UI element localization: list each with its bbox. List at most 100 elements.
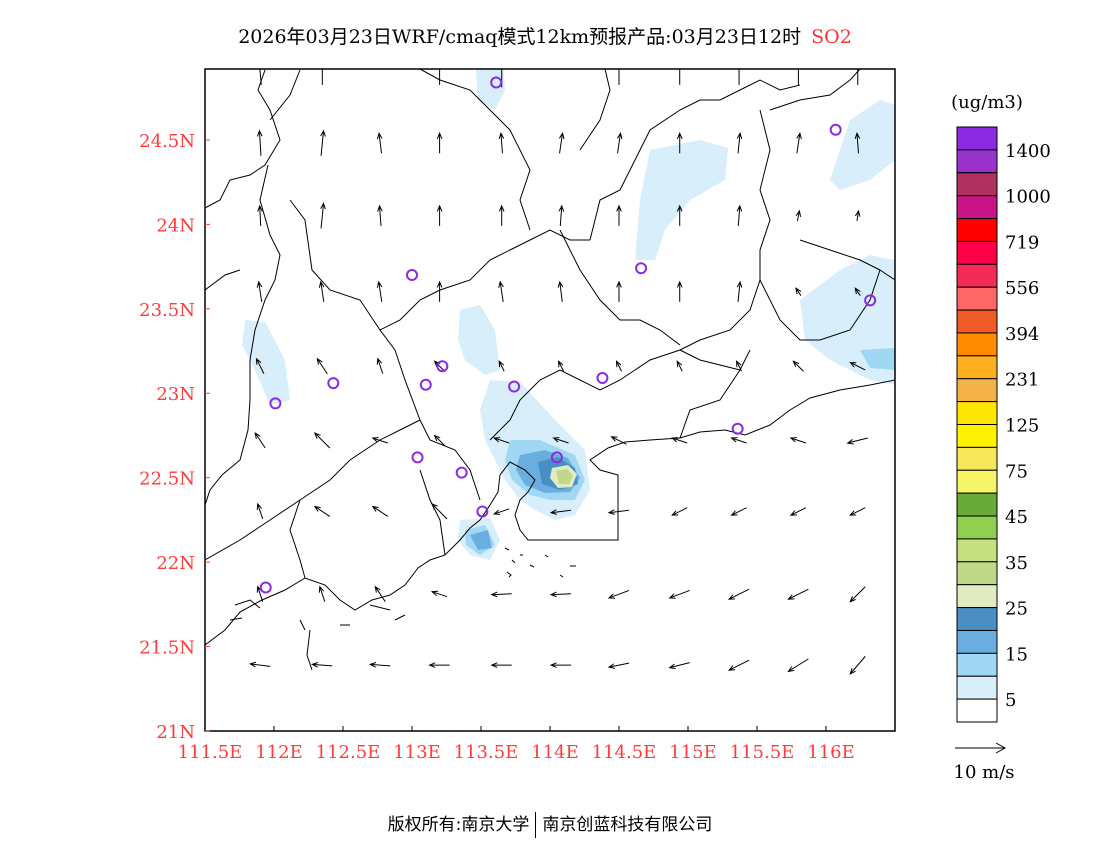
wind-arrow [376, 132, 383, 154]
colorbar-label: 719 [1005, 232, 1039, 253]
wind-arrow [671, 507, 688, 516]
colorbar-swatch [956, 424, 998, 448]
colorbar-swatch [956, 149, 998, 174]
colorbar-swatch [956, 446, 998, 471]
wind-arrow [849, 656, 866, 675]
wind-arrow [846, 437, 868, 445]
footer-divider [535, 812, 537, 838]
wind-arrow [849, 507, 866, 516]
colorbar-label: 1000 [1005, 187, 1051, 208]
colorbar-label: 5 [1005, 690, 1016, 711]
colorbar-swatch [956, 195, 998, 220]
colorbar-swatch [956, 126, 998, 151]
wind-arrow [668, 662, 690, 670]
colorbar-swatch [956, 675, 998, 700]
station-marker [829, 123, 842, 136]
wind-arrow [607, 662, 630, 669]
colorbar-swatch [956, 469, 998, 494]
coastline-and-borders [205, 69, 895, 671]
so2-contour-15 [465, 348, 895, 555]
wind-arrow [371, 505, 389, 517]
wind-arrow [436, 132, 443, 154]
colorbar-swatch [956, 401, 998, 426]
wind-arrow [557, 360, 564, 372]
wind-arrow [787, 658, 809, 673]
wind-arrow [313, 505, 331, 517]
monitoring-stations [259, 76, 877, 594]
wind-arrow [787, 588, 809, 600]
lat-tick-label: 24.5N [139, 131, 195, 152]
concentration-field [242, 69, 895, 560]
lon-tick-label: 113.5E [454, 742, 519, 763]
plot-frame [204, 68, 896, 732]
wind-reference: 10 m/s [954, 742, 1015, 783]
wind-arrow [428, 662, 450, 668]
colorbar-swatch [956, 355, 998, 380]
station-marker [455, 466, 468, 479]
wind-arrow [436, 204, 443, 226]
wind-arrow [736, 204, 743, 226]
wind-arrow [376, 280, 383, 302]
colorbar-swatch [956, 538, 998, 563]
wind-arrow [854, 132, 861, 154]
colorbar-swatch [956, 629, 998, 654]
wind-arrow [857, 69, 859, 85]
wind-arrow [371, 437, 388, 444]
colorbar-swatch [956, 263, 998, 288]
colorbar-label: 75 [1005, 461, 1028, 482]
lat-tick-label: 23.5N [139, 300, 195, 321]
wind-arrow [849, 586, 866, 603]
colorbar-label: 25 [1005, 599, 1028, 620]
wind-arrow [727, 588, 750, 600]
colorbar-swatch [956, 286, 998, 311]
wind-arrow [616, 204, 622, 226]
wind-arrow [492, 437, 510, 444]
wind-arrow [610, 436, 627, 445]
colorbar-label: 125 [1005, 416, 1039, 437]
colorbar-label: 35 [1005, 553, 1028, 574]
station-marker [269, 397, 282, 410]
wind-arrow [676, 132, 683, 154]
wind-arrow [676, 280, 683, 302]
colorbar-swatch [956, 309, 998, 334]
wind-arrow [492, 508, 510, 515]
map-title: 2026年03月23日WRF/cmaq模式12km预报产品:03月23日12时 S… [0, 22, 1090, 49]
station-marker [259, 581, 272, 594]
wind-arrow [730, 437, 747, 444]
colorbar-swatch [956, 607, 998, 631]
islands [229, 547, 576, 671]
colorbar-label: 45 [1005, 507, 1028, 528]
station-marker [550, 451, 563, 464]
colorbar-label: 1400 [1005, 141, 1051, 162]
title-species: SO2 [811, 26, 852, 48]
wind-arrow [552, 437, 569, 444]
wind-arrow [730, 507, 747, 516]
station-marker [731, 422, 744, 435]
wind-arrow [557, 280, 564, 302]
wind-arrow [676, 360, 683, 372]
so2-contour-55 [556, 469, 573, 484]
colorbar-swatch [956, 561, 998, 586]
wind-arrow [430, 590, 448, 598]
province-border [205, 69, 895, 579]
wind-arrow [796, 132, 802, 154]
colorbar-swatch [956, 652, 998, 677]
wind-arrow [255, 357, 265, 374]
wind-arrow [498, 280, 504, 302]
wind-arrow [615, 360, 622, 372]
station-marker [476, 505, 489, 518]
wind-arrow [316, 357, 328, 375]
station-marker [406, 269, 418, 282]
lat-tick-label: 21.5N [139, 638, 195, 659]
station-marker [327, 377, 340, 390]
copyright-company: 南京创蓝科技有限公司 [542, 815, 713, 835]
colorbar-unit: (ug/m3) [951, 92, 1023, 113]
wind-arrow [671, 437, 688, 444]
lat-tick-label: 22.5N [139, 469, 195, 490]
wind-arrow [735, 360, 743, 372]
wind-arrow [795, 287, 802, 296]
station-marker [411, 451, 424, 464]
lon-tick-label: 114.5E [592, 742, 657, 763]
coastline [205, 379, 895, 646]
lon-tick-label: 113E [393, 742, 441, 763]
